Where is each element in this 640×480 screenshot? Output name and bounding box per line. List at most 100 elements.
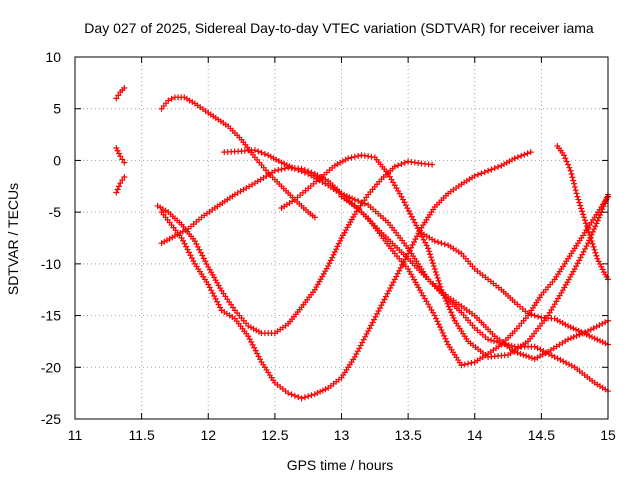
data-point xyxy=(183,243,190,250)
data-point xyxy=(327,257,334,264)
data-point xyxy=(579,251,586,258)
data-point xyxy=(573,190,580,197)
data-point xyxy=(443,338,450,345)
data-point xyxy=(281,165,288,172)
data-point xyxy=(331,248,338,255)
data-point xyxy=(311,391,318,398)
data-point xyxy=(193,240,200,247)
data-point xyxy=(434,274,441,281)
series-arc-j xyxy=(338,193,611,369)
data-point xyxy=(381,296,388,303)
data-point xyxy=(353,351,360,358)
y-tick-label: -25 xyxy=(41,411,61,427)
data-point xyxy=(291,392,298,399)
data-point xyxy=(411,239,418,246)
y-tick-label: 10 xyxy=(45,49,61,65)
data-point xyxy=(423,242,430,249)
data-point xyxy=(379,299,386,306)
data-point xyxy=(575,327,582,334)
data-point xyxy=(602,340,609,347)
data-point xyxy=(526,353,533,360)
data-point xyxy=(535,313,542,320)
y-tick-label: -5 xyxy=(49,204,62,220)
data-point xyxy=(209,290,216,297)
data-point xyxy=(568,362,575,369)
data-point xyxy=(200,255,207,262)
data-point xyxy=(596,322,603,329)
data-point xyxy=(578,329,585,336)
data-point xyxy=(598,263,605,270)
data-point xyxy=(587,235,594,241)
x-tick-label: 12.5 xyxy=(261,427,288,443)
data-point xyxy=(478,170,485,177)
data-point xyxy=(587,326,594,333)
data-point xyxy=(583,223,590,230)
data-point xyxy=(585,240,592,247)
data-point xyxy=(251,344,258,351)
data-point xyxy=(571,183,578,190)
data-point xyxy=(567,167,574,174)
x-tick-label: 11.5 xyxy=(129,427,155,443)
data-point xyxy=(427,251,434,258)
data-point xyxy=(599,266,606,273)
data-point xyxy=(588,237,595,244)
data-point xyxy=(283,161,290,168)
data-point xyxy=(592,249,599,256)
data-point xyxy=(521,151,528,158)
data-point xyxy=(214,298,221,305)
data-point xyxy=(288,391,295,398)
data-point xyxy=(181,240,188,247)
data-point xyxy=(407,210,414,217)
y-tick-label: -20 xyxy=(41,359,61,375)
data-point xyxy=(261,150,268,157)
data-point xyxy=(248,339,255,346)
data-point xyxy=(420,236,427,243)
data-point xyxy=(593,220,600,227)
data-point xyxy=(368,322,375,329)
data-point xyxy=(439,289,446,296)
axis-ticks: 11 11.5 12 12.5 13 13.5 14 14.5 15 -25 -20 -15 -10 -5… xyxy=(41,49,616,443)
data-point xyxy=(570,177,577,184)
data-point xyxy=(390,279,397,286)
data-point xyxy=(413,222,420,229)
data-point xyxy=(595,258,602,265)
data-point xyxy=(439,329,446,336)
data-point xyxy=(117,180,124,187)
data-point xyxy=(593,252,600,259)
data-point xyxy=(119,177,126,184)
data-point xyxy=(357,342,364,349)
data-point xyxy=(258,149,265,156)
data-point xyxy=(278,166,285,173)
data-point xyxy=(505,341,512,348)
data-point xyxy=(396,267,403,274)
data-point xyxy=(402,202,409,209)
data-point xyxy=(196,246,203,253)
data-point xyxy=(394,270,401,277)
data-point xyxy=(115,150,122,157)
data-point xyxy=(382,293,389,300)
data-point xyxy=(590,243,597,250)
data-point xyxy=(215,301,222,308)
y-tick-label: -15 xyxy=(41,308,61,324)
data-point xyxy=(305,393,312,400)
data-point xyxy=(570,333,577,340)
data-point xyxy=(330,251,337,258)
data-point xyxy=(255,353,262,360)
data-point xyxy=(441,241,448,248)
data-point xyxy=(458,362,465,369)
data-point xyxy=(573,263,580,270)
data-point xyxy=(565,161,572,168)
data-point xyxy=(488,166,495,173)
data-point xyxy=(572,187,579,194)
data-point xyxy=(354,348,361,355)
data-point xyxy=(325,262,332,269)
data-point xyxy=(441,332,448,339)
data-point xyxy=(359,339,366,346)
data-point xyxy=(361,200,368,207)
data-point xyxy=(121,85,128,92)
data-point xyxy=(593,323,600,330)
data-point xyxy=(432,268,439,275)
data-point xyxy=(427,254,434,261)
x-tick-label: 13.5 xyxy=(395,427,422,443)
